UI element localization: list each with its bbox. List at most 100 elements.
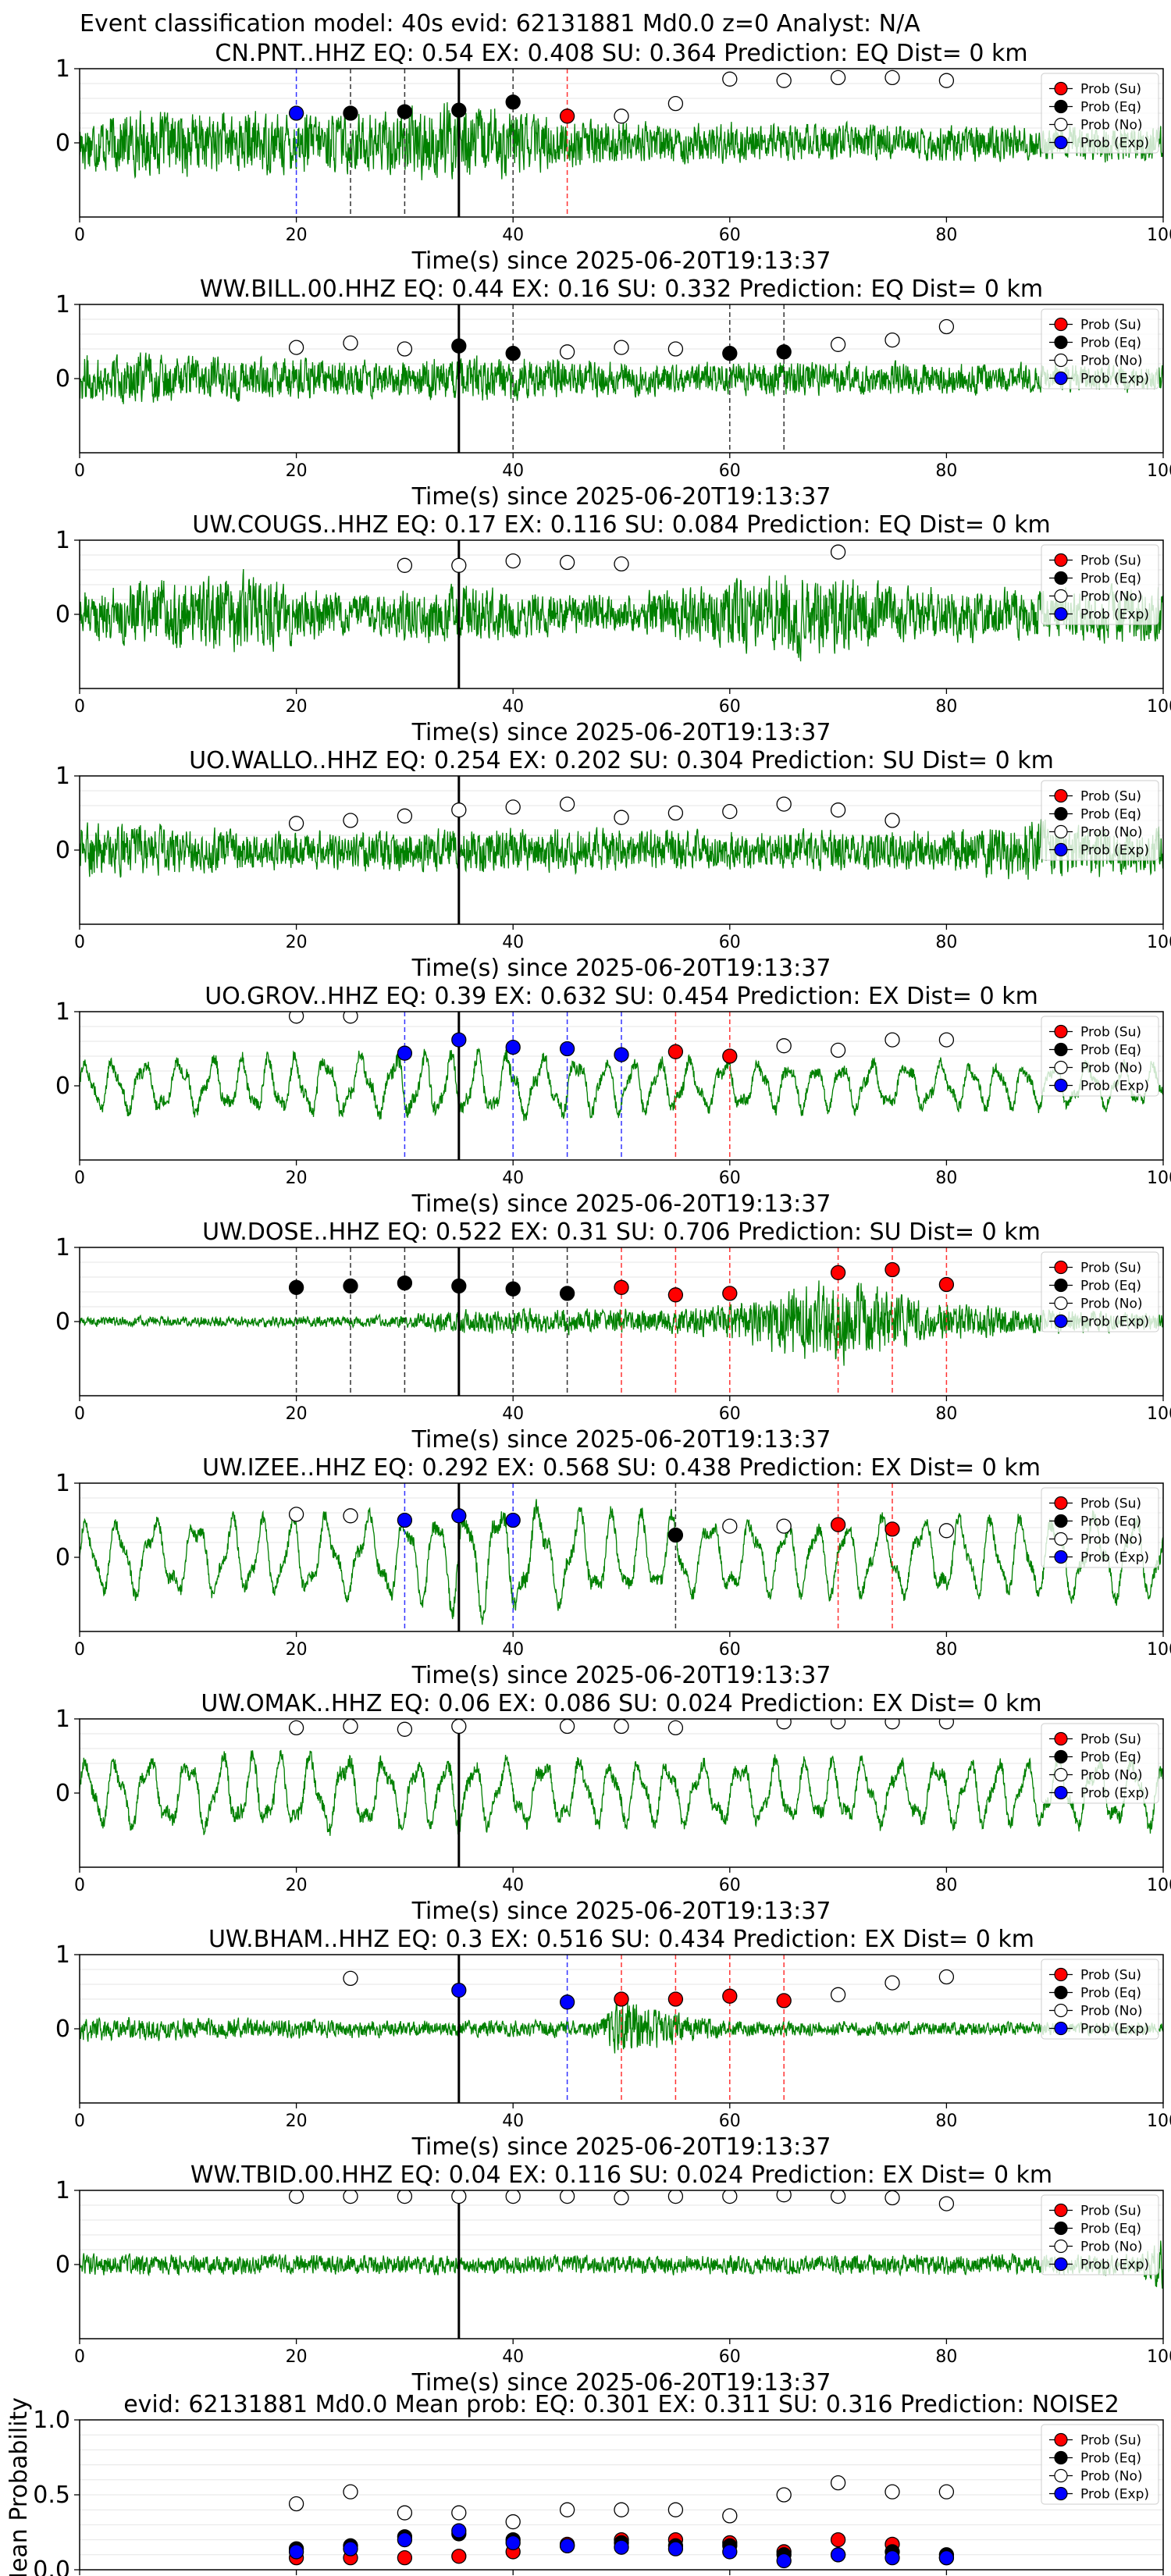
y-tick-label: 1 xyxy=(55,1706,70,1733)
prob-point-exp xyxy=(559,1994,575,2010)
x-axis-label: Time(s) since 2025-06-20T19:13:37 xyxy=(411,955,831,982)
x-tick-label: 0 xyxy=(74,933,85,952)
x-axis-label: Time(s) since 2025-06-20T19:13:37 xyxy=(411,1426,831,1453)
prob-point-exp xyxy=(505,1039,521,1055)
x-tick-label: 60 xyxy=(719,2112,741,2131)
legend-marker-no xyxy=(1054,1532,1068,1546)
prob-point-su xyxy=(884,1521,900,1537)
legend-marker-exp xyxy=(1054,607,1068,621)
plot-area xyxy=(80,2190,1163,2339)
legend: Prob (Su) Prob (Eq) Prob (No) Prob (Exp) xyxy=(1041,1959,1159,2040)
x-tick-label: 0 xyxy=(74,1404,85,1424)
legend-marker-exp xyxy=(1054,2021,1068,2036)
prob-point-no xyxy=(884,2190,900,2206)
legend: Prob (Su) Prob (Eq) Prob (No) Prob (Exp) xyxy=(1041,308,1159,390)
prob-point-no xyxy=(667,805,684,821)
prob-point-no xyxy=(722,803,738,820)
legend-marker-su xyxy=(1054,1260,1068,1275)
prob-point-no xyxy=(343,335,358,351)
plot-area xyxy=(80,1247,1163,1396)
legend-label-no: Prob (No) xyxy=(1080,1767,1143,1783)
legend: Prob (Su) Prob (Eq) Prob (No) Prob (Exp) xyxy=(1041,2194,1159,2275)
axes-frame xyxy=(79,1718,1164,1868)
x-tick-label: 100 xyxy=(1147,2112,1171,2131)
prob-point-no xyxy=(397,2190,413,2204)
prob-point-no xyxy=(614,556,629,572)
y-tick-label: 0 xyxy=(55,1073,70,1100)
legend-label-exp: Prob (Exp) xyxy=(1080,607,1149,622)
station-panel-3: UW.COUGS..HHZ EQ: 0.17 EX: 0.116 SU: 0.0… xyxy=(55,511,1171,746)
prob-point-no xyxy=(288,1507,304,1522)
legend-marker-su xyxy=(1054,1024,1068,1039)
prob-point-no xyxy=(884,1032,900,1048)
x-tick-label: 0 xyxy=(74,2347,85,2367)
prob-point-no xyxy=(614,109,629,124)
mean-point-no xyxy=(830,2475,846,2491)
legend-label-eq: Prob (Eq) xyxy=(1080,2221,1141,2236)
legend-label-eq: Prob (Eq) xyxy=(1080,1514,1141,1529)
prob-point-no xyxy=(667,341,684,357)
legend-label-no: Prob (No) xyxy=(1080,2003,1143,2019)
legend-box xyxy=(1041,780,1159,861)
x-tick-label: 100 xyxy=(1147,461,1171,481)
plot-area xyxy=(80,540,1163,688)
prob-point-no xyxy=(559,2190,575,2204)
legend-marker-exp xyxy=(1054,842,1068,857)
prob-point-su xyxy=(614,1991,629,2007)
mean-point-su xyxy=(397,2549,413,2566)
legend-label-exp: Prob (Exp) xyxy=(1080,2021,1149,2037)
x-tick-label: 20 xyxy=(286,2347,308,2367)
prob-point-no xyxy=(776,73,792,88)
legend-label-eq: Prob (Eq) xyxy=(1080,2450,1141,2466)
legend-marker-eq xyxy=(1054,571,1068,585)
x-tick-label: 60 xyxy=(719,2347,741,2367)
x-tick-label: 80 xyxy=(935,1169,957,1188)
legend-label-eq: Prob (Eq) xyxy=(1080,1985,1141,2001)
legend: Prob (Su) Prob (Eq) Prob (No) Prob (Exp) xyxy=(1041,73,1159,154)
x-tick-label: 60 xyxy=(719,1169,741,1188)
legend-marker-no xyxy=(1054,589,1068,603)
legend-marker-eq xyxy=(1054,335,1068,350)
x-axis-label: Time(s) since 2025-06-20T19:13:37 xyxy=(411,1662,831,1689)
legend-marker-su xyxy=(1054,1967,1068,1982)
legend-box xyxy=(1041,1251,1159,1332)
x-tick-label: 0 xyxy=(74,226,85,245)
legend-marker-exp xyxy=(1054,2257,1068,2272)
prob-point-no xyxy=(397,557,413,573)
y-tick-label: 1 xyxy=(55,2177,70,2204)
mean-point-no xyxy=(397,2505,413,2521)
legend-box xyxy=(1041,1487,1159,1568)
legend-label-no: Prob (No) xyxy=(1080,1060,1143,1076)
mean-point-exp xyxy=(884,2549,900,2566)
prob-point-no xyxy=(397,808,413,824)
x-tick-label: 40 xyxy=(502,1876,524,1895)
station-panel-10: WW.TBID.00.HHZ EQ: 0.04 EX: 0.116 SU: 0.… xyxy=(55,2161,1171,2396)
prob-point-no xyxy=(614,340,629,355)
waveform-trace xyxy=(80,2240,1163,2289)
mean-point-exp xyxy=(343,2541,358,2556)
prob-point-eq xyxy=(451,102,467,118)
figure-suptitle: Event classification model: 40s evid: 62… xyxy=(80,10,920,37)
y-tick-label: 1 xyxy=(55,55,70,83)
y-tick-label: 0 xyxy=(55,2016,70,2043)
x-axis-label: Time(s) since 2025-06-20T19:13:37 xyxy=(411,2133,831,2161)
x-tick-label: 20 xyxy=(286,1404,308,1424)
mean-point-exp xyxy=(776,2553,792,2569)
mean-point-no xyxy=(288,2496,304,2512)
prob-point-no xyxy=(451,557,467,573)
prob-point-no xyxy=(830,1719,846,1730)
prob-point-eq xyxy=(505,346,521,361)
y-tick-label: 0 xyxy=(55,2251,70,2279)
x-tick-label: 60 xyxy=(719,697,741,717)
mean-point-no xyxy=(938,2484,955,2500)
panel-title: UW.COUGS..HHZ EQ: 0.17 EX: 0.116 SU: 0.0… xyxy=(192,511,1050,539)
mean-point-no xyxy=(667,2502,684,2517)
legend-label-su: Prob (Su) xyxy=(1080,1024,1141,1040)
plot-area xyxy=(80,69,1163,217)
prob-point-no xyxy=(776,1038,792,1054)
prob-point-eq xyxy=(397,104,413,119)
station-panel-6: UW.DOSE..HHZ EQ: 0.522 EX: 0.31 SU: 0.70… xyxy=(55,1219,1171,1453)
waveform-trace xyxy=(80,352,1163,404)
prob-point-no xyxy=(505,799,521,815)
mean-point-exp xyxy=(614,2539,629,2555)
